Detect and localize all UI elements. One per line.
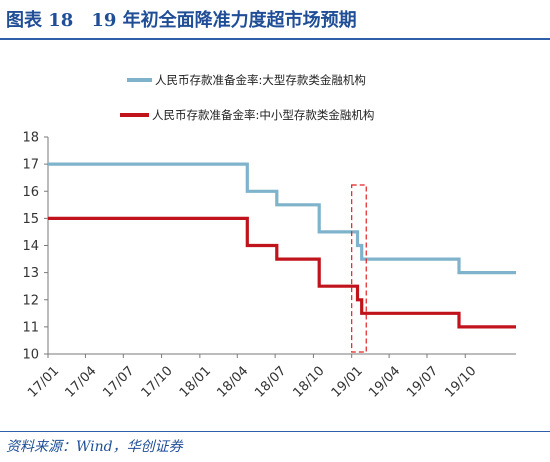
y-tick-label: 15 (22, 212, 39, 227)
x-tick-label: 17/10 (139, 364, 176, 401)
x-tick-label: 18/01 (177, 364, 214, 401)
highlight-layer (351, 184, 367, 353)
x-tick-label: 17/01 (25, 364, 62, 401)
y-tick-label: 18 (22, 131, 39, 146)
y-tick-label: 14 (22, 239, 39, 254)
highlight-box (351, 184, 367, 353)
series-line-small-banks (48, 216, 516, 329)
x-tick-label: 18/04 (214, 364, 251, 401)
title-divider (0, 38, 550, 40)
x-tick-label: 19/04 (366, 364, 403, 401)
x-tick-label: 17/04 (63, 364, 100, 401)
x-tick-label: 18/10 (290, 364, 327, 401)
x-tick-label: 19/07 (404, 364, 441, 401)
y-tick-label: 16 (22, 185, 39, 200)
chart-legend: 人民币存款准备金率:大型存款类金融机构 人民币存款准备金率:中小型存款类金融机构 (120, 73, 374, 122)
chart-series (48, 162, 516, 329)
source-note: 资料来源：Wind，华创证券 (6, 439, 183, 455)
footer-divider (0, 431, 550, 432)
series-line-large-banks (48, 162, 516, 275)
y-tick-label: 17 (22, 158, 39, 173)
x-tick-label: 19/01 (329, 364, 366, 401)
x-tick-label: 18/07 (252, 364, 289, 401)
y-tick-label: 13 (22, 266, 39, 281)
reserve-ratio-chart: 人民币存款准备金率:大型存款类金融机构 人民币存款准备金率:中小型存款类金融机构… (22, 73, 516, 401)
y-tick-label: 11 (22, 320, 39, 335)
legend-label-small: 人民币存款准备金率:中小型存款类金融机构 (152, 108, 374, 122)
y-tick-label: 12 (22, 293, 39, 308)
y-tick-label: 10 (22, 348, 39, 363)
x-tick-label: 17/07 (100, 364, 137, 401)
legend-label-large: 人民币存款准备金率:大型存款类金融机构 (155, 73, 366, 87)
figure-title: 图表 18 19 年初全面降准力度超市场预期 (6, 10, 357, 31)
x-tick-label: 19/10 (442, 364, 479, 401)
